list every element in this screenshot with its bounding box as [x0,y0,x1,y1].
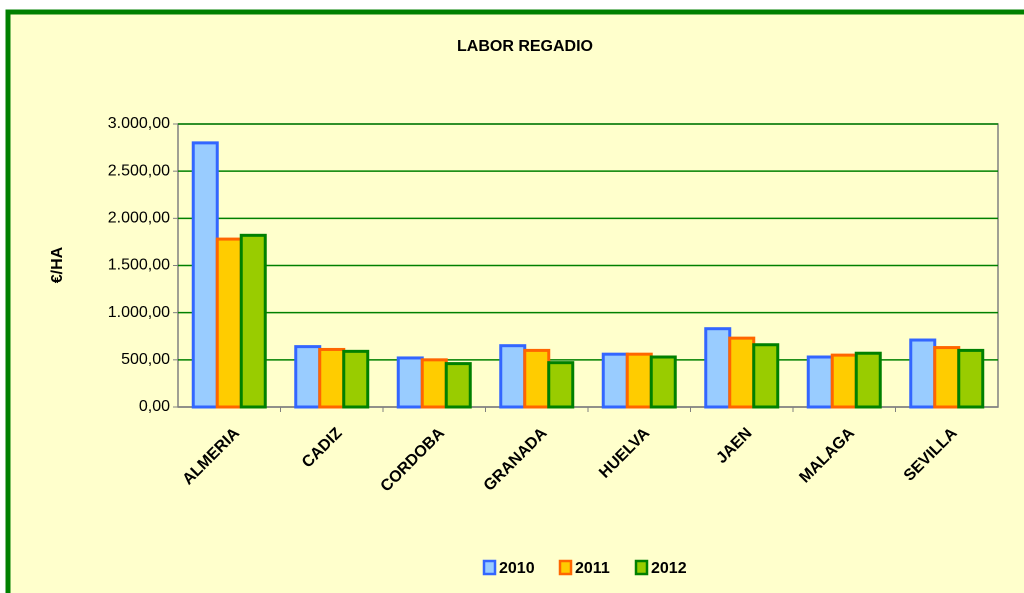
bar [957,348,985,409]
bar [191,141,219,409]
bar [728,336,756,409]
bar [909,338,937,409]
chart-title: LABOR REGADIO [457,38,593,55]
bar [342,349,370,409]
y-tick-label: 1.500,00 [108,257,170,274]
bar [601,352,629,409]
bar [444,362,472,409]
bar [854,351,882,409]
bar [649,355,677,409]
legend-swatch [482,559,497,576]
bar [499,344,527,409]
y-tick-label: 3.000,00 [108,115,170,132]
bar [523,348,551,409]
y-tick-label: 0,00 [139,398,170,415]
bar [239,233,267,409]
bar [704,327,732,409]
legend-label: 2012 [651,560,687,577]
bar [625,352,653,409]
bar [294,345,322,409]
bar [806,355,834,409]
y-tick-label: 500,00 [121,351,170,368]
chart-frame [5,9,1024,593]
y-tick-label: 1.000,00 [108,304,170,321]
bar [420,358,448,409]
bar [318,347,346,409]
bar [933,346,961,409]
legend-swatch [558,559,573,576]
bar [215,237,243,409]
legend-swatch [634,559,649,576]
legend-label: 2010 [499,560,535,577]
bar [547,361,575,409]
bar [396,356,424,409]
bar [830,353,858,409]
y-axis-label: €/HA [49,246,66,283]
bar [752,343,780,409]
y-tick-label: 2.500,00 [108,162,170,179]
y-tick-label: 2.000,00 [108,210,170,227]
legend-label: 2011 [575,560,610,577]
